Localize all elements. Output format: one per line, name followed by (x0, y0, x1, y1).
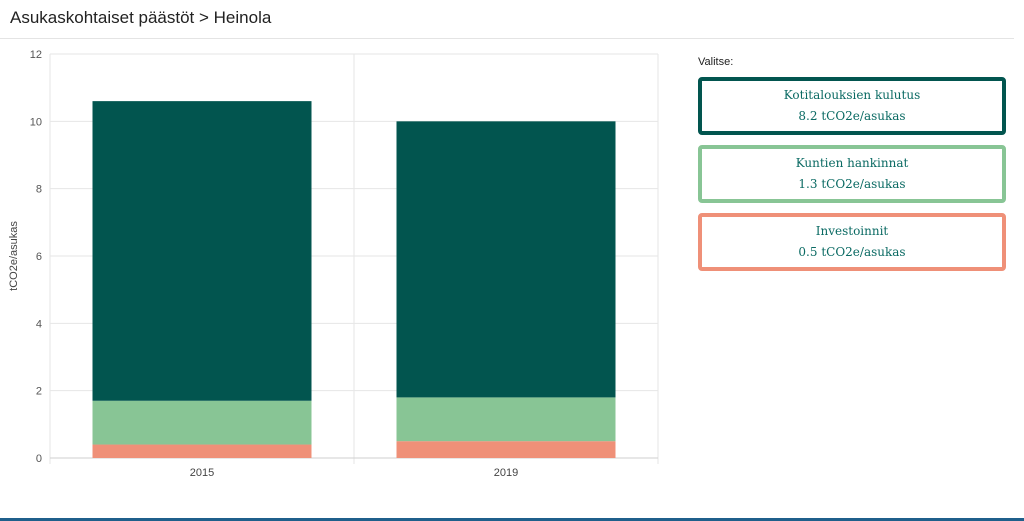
selector-value: 1.3 tCO2e/asukas (798, 177, 906, 191)
x-tick-label: 2019 (494, 467, 518, 479)
y-tick-label: 4 (36, 318, 42, 330)
bar-segment-2015-kuntien-hankinnat (92, 400, 312, 445)
selector-value: 8.2 tCO2e/asukas (798, 109, 906, 123)
selector-name: Kotitalouksien kulutus (783, 88, 921, 102)
page-title: Asukaskohtaiset päästöt > Heinola (10, 8, 272, 27)
selector-kotitalouksien-kulutus[interactable]: Kotitalouksien kulutus 8.2 tCO2e/asukas (698, 77, 1006, 135)
selection-panel: Valitse: Kotitalouksien kulutus 8.2 tCO2… (698, 56, 1006, 281)
y-tick-label: 0 (36, 453, 42, 465)
selector-value: 0.5 tCO2e/asukas (798, 245, 906, 259)
stacked-bar-chart: 0 2 4 6 8 10 12 2015 2019 tCO2e/asukas (8, 49, 659, 479)
selector-investoinnit[interactable]: Investoinnit 0.5 tCO2e/asukas (698, 213, 1006, 271)
y-tick-label: 2 (36, 386, 42, 398)
bottom-bar (0, 518, 1024, 521)
bar-segment-2015-investoinnit (92, 444, 312, 458)
bar-segment-2019-kuntien-hankinnat (396, 397, 616, 442)
y-tick-label: 8 (36, 184, 42, 196)
y-tick-label: 6 (36, 251, 42, 263)
panel-label: Valitse: (698, 56, 734, 68)
selector-name: Investoinnit (815, 224, 889, 238)
title-divider (0, 38, 1014, 39)
selector-kuntien-hankinnat[interactable]: Kuntien hankinnat 1.3 tCO2e/asukas (698, 145, 1006, 203)
x-tick-label: 2015 (190, 467, 214, 479)
bar-segment-2019-kotitalouksien-kulutus (396, 121, 616, 398)
bar-segment-2019-investoinnit (396, 441, 616, 458)
bar-segment-2015-kotitalouksien-kulutus (92, 101, 312, 401)
selector-name: Kuntien hankinnat (795, 156, 909, 170)
y-tick-label: 12 (30, 49, 42, 61)
y-tick-label: 10 (30, 116, 42, 128)
y-axis-label: tCO2e/asukas (8, 221, 20, 291)
